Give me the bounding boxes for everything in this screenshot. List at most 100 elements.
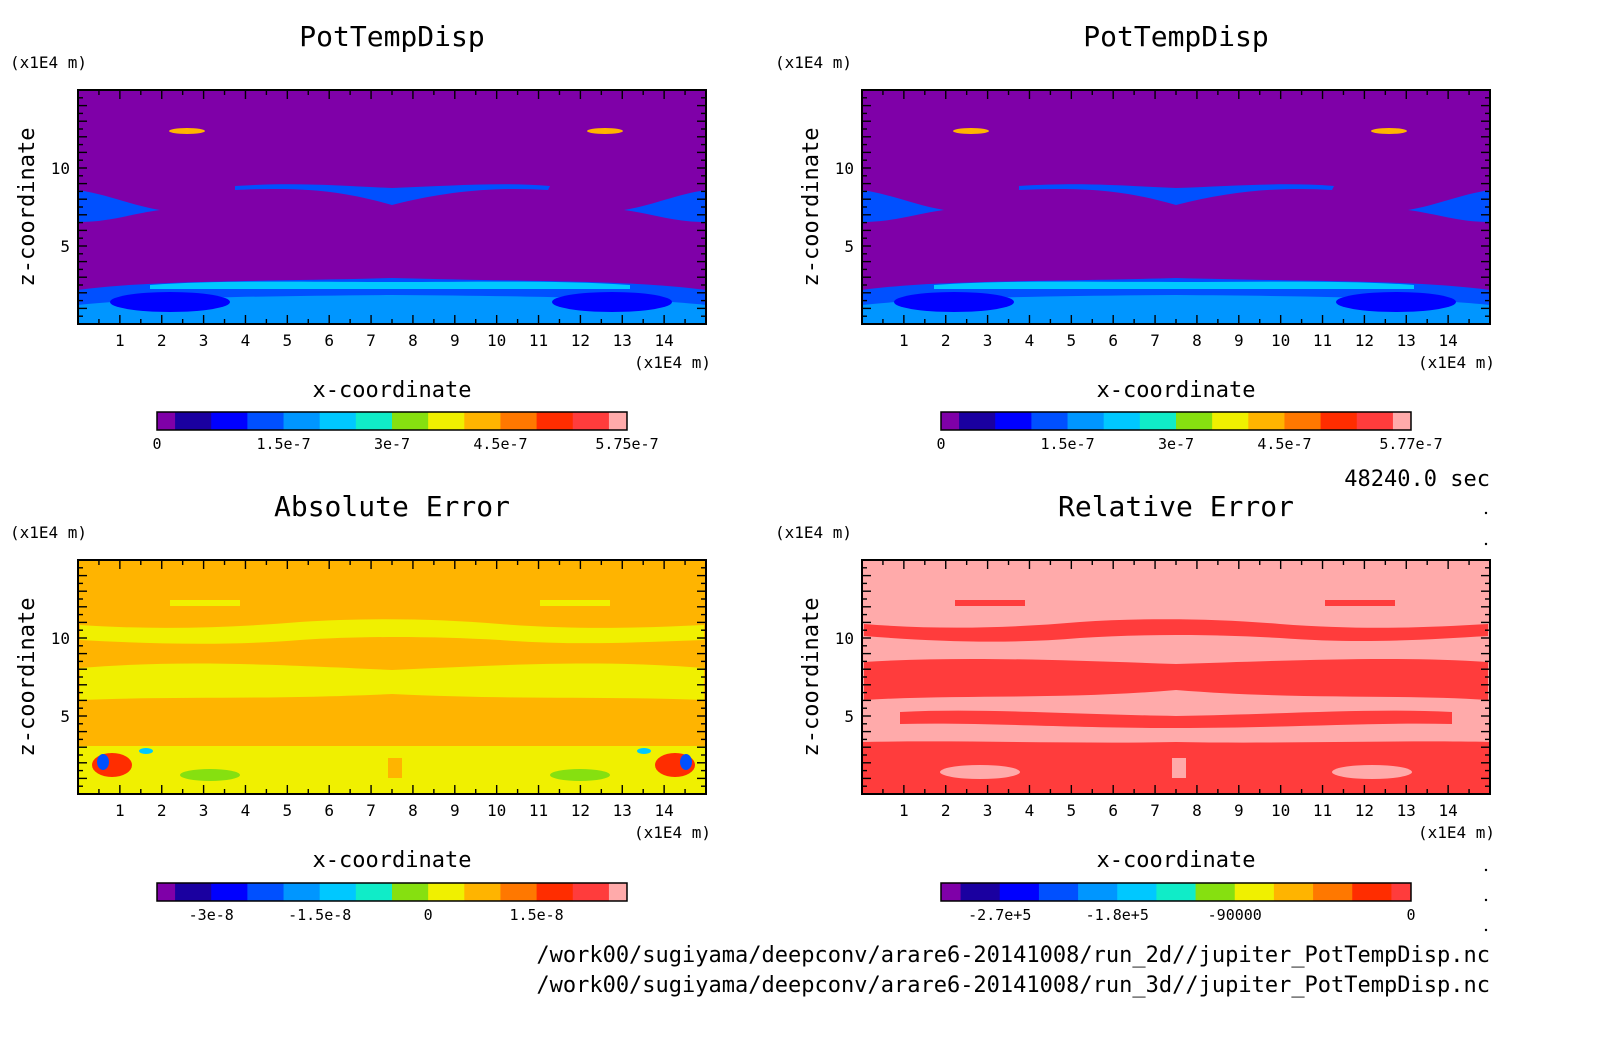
field-mid-band-left [862, 190, 944, 222]
colorbar: -3e-8 -1.5e-8 0 1.5e-8 [156, 882, 628, 924]
colorbar-cell [319, 883, 357, 901]
y-unit-label: (x1E4 m) [10, 523, 87, 542]
field-coldspot-left [97, 754, 109, 770]
colorbar: 0 1.5e-7 3e-7 4.5e-7 5.77e-7 [936, 411, 1443, 453]
colorbar-cell [608, 883, 628, 901]
field-band-lower [900, 710, 1452, 728]
colorbar-tick-label: 1.5e-8 [510, 906, 564, 924]
y-unit-label: (x1E4 m) [10, 53, 87, 72]
y-axis-title: z-coordinate [799, 598, 824, 757]
x-tick-label: 8 [1192, 331, 1202, 350]
colorbar-tick-label: 3e-7 [374, 435, 410, 453]
x-tick-label: 6 [324, 331, 334, 350]
file-path-3d: /work00/sugiyama/deepconv/arare6-2014100… [536, 973, 1490, 998]
colorbar-cell [1313, 883, 1353, 901]
colorbar-cell [157, 412, 176, 430]
colorbar-cell [608, 412, 628, 430]
x-tick-label: 6 [1108, 801, 1118, 820]
x-tick-label: 9 [450, 331, 460, 350]
y-tick-label: 10 [51, 629, 70, 648]
colorbar-tick-label: 4.5e-7 [1257, 435, 1311, 453]
field-patch-top2 [1325, 600, 1395, 606]
x-tick-label: 14 [655, 331, 674, 350]
x-axis-title: x-coordinate [1097, 848, 1256, 873]
field-coldspot-right [680, 754, 692, 770]
field-mid-band-right [1408, 190, 1490, 222]
field-band-upper [80, 619, 704, 644]
x-tick-label: 12 [571, 801, 590, 820]
field-green-right [550, 769, 610, 781]
stray-dots [1484, 511, 1488, 932]
field-green-left [180, 769, 240, 781]
colorbar-cell [1356, 412, 1394, 430]
x-tick-label: 9 [1234, 801, 1244, 820]
colorbar-cell [175, 412, 212, 430]
colorbar-cell [175, 883, 212, 901]
colorbar-cell [572, 883, 610, 901]
dot-marker [1484, 898, 1488, 902]
y-tick-label: 5 [844, 707, 854, 726]
heatmap-field [862, 560, 1490, 794]
colorbar-cell [428, 412, 465, 430]
x-axis-title: x-coordinate [313, 378, 472, 403]
x-tick-label: 14 [1439, 801, 1458, 820]
colorbar-cell [247, 883, 285, 901]
colorbar-cell [1103, 412, 1141, 430]
x-tick-label: 4 [241, 801, 251, 820]
x-tick-label: 3 [983, 331, 993, 350]
colorbar-cell [247, 412, 285, 430]
heatmap-field [862, 90, 1490, 324]
colorbar-tick-label: 5.77e-7 [1379, 435, 1442, 453]
colorbar-tick-label: 3e-7 [1158, 435, 1194, 453]
heatmap-field [78, 560, 706, 794]
x-tick-label: 14 [655, 801, 674, 820]
colorbar-frame [940, 882, 1412, 902]
colorbar-tick-label: 1.5e-7 [256, 435, 310, 453]
field-cell-left [169, 128, 205, 134]
x-tick-label: 10 [487, 801, 506, 820]
colorbar-tick-label: 0 [1406, 906, 1415, 924]
colorbar-tick-label: -1.5e-8 [288, 906, 351, 924]
colorbar-cell [319, 412, 357, 430]
x-tick-label: 13 [1397, 801, 1416, 820]
colorbar-frame [156, 411, 628, 431]
field-eddy-left [110, 292, 230, 312]
colorbar-tick-label: -1.8e+5 [1086, 906, 1149, 924]
colorbar-cell [1067, 412, 1105, 430]
x-tick-label: 10 [1271, 331, 1290, 350]
x-tick-label: 3 [199, 331, 209, 350]
x-tick-label: 13 [1397, 331, 1416, 350]
x-tick-label: 11 [529, 331, 548, 350]
heatmap-field [78, 90, 706, 324]
field-cell-right [587, 128, 623, 134]
colorbar-cell [1273, 883, 1314, 901]
field-mid-band [1019, 184, 1334, 205]
y-tick-label: 10 [51, 159, 70, 178]
colorbar: -2.7e+5 -1.8e+5 -90000 0 [940, 882, 1416, 924]
colorbar-cell [157, 883, 176, 901]
field-gap-right [1332, 765, 1412, 779]
x-axis-title: x-coordinate [1097, 378, 1256, 403]
dot-marker [1484, 511, 1488, 515]
colorbar-cell [283, 883, 321, 901]
x-tick-label: 1 [899, 801, 909, 820]
colorbar-tick-label: 4.5e-7 [473, 435, 527, 453]
colorbar-tick-label: 0 [152, 435, 161, 453]
x-unit-label: (x1E4 m) [634, 823, 711, 842]
x-tick-label: 5 [283, 801, 293, 820]
colorbar-cell [464, 883, 501, 901]
field-mid-band [235, 184, 550, 205]
colorbar-cell [1078, 883, 1118, 901]
field-band-mid [80, 663, 704, 700]
x-tick-label: 8 [1192, 801, 1202, 820]
colorbar-tick-label: 5.75e-7 [595, 435, 658, 453]
panel-absolute-error: Absolute Error (x1E4 m) 1 2 3 4 5 6 7 8 9 10 11 12 1… [10, 490, 711, 924]
y-axis-title: z-coordinate [15, 598, 40, 757]
colorbar-cell [960, 883, 1001, 901]
x-tick-label: 8 [408, 331, 418, 350]
colorbar-cell [1038, 883, 1079, 901]
field-low-band [150, 281, 630, 289]
colorbar-cell [959, 412, 996, 430]
